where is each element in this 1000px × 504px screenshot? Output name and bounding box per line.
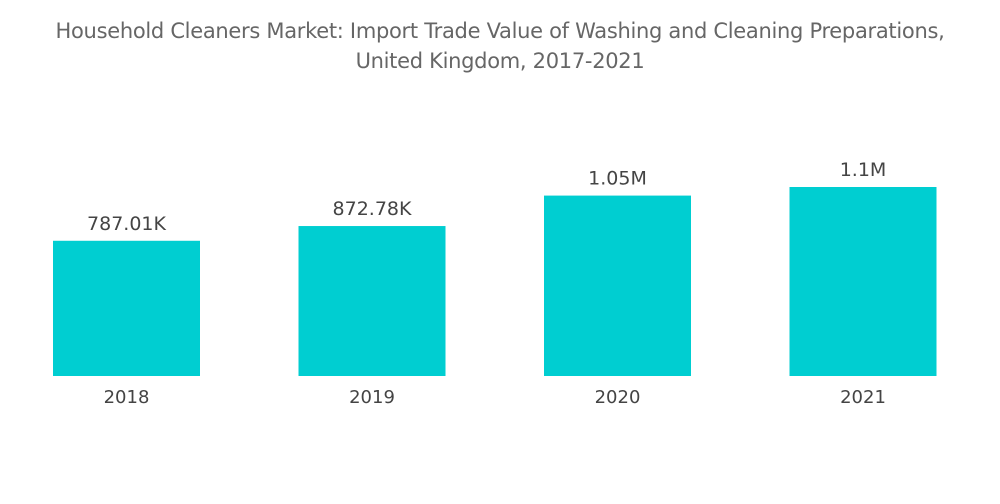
- chart-title-line1: Household Cleaners Market: Import Trade …: [55, 19, 945, 43]
- chart-title-line2: United Kingdom, 2017-2021: [355, 49, 645, 73]
- bar-2020: [544, 195, 691, 376]
- x-tick-2018: 2018: [104, 387, 150, 408]
- bar-2018: [53, 240, 200, 376]
- chart-title: Household Cleaners Market: Import Trade …: [0, 16, 1000, 76]
- data-label-2020: 1.05M: [588, 168, 647, 190]
- data-label-2021: 1.1M: [840, 159, 887, 181]
- x-tick-2021: 2021: [840, 387, 886, 408]
- x-tick-2020: 2020: [595, 387, 641, 408]
- x-tick-2019: 2019: [349, 387, 395, 408]
- bar-2021: [789, 187, 937, 376]
- data-label-2019: 872.78K: [333, 198, 412, 220]
- bar-2019: [298, 226, 446, 376]
- data-label-2018: 787.01K: [87, 213, 166, 235]
